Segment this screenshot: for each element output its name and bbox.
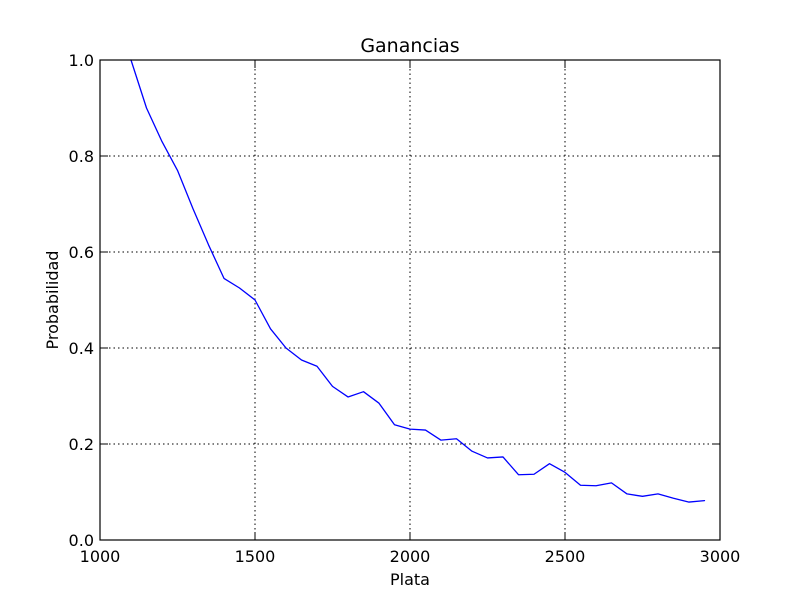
- y-tick-label: 1.0: [69, 51, 94, 70]
- axis-ticks: [99, 59, 721, 541]
- y-tick-label: 0.4: [69, 339, 94, 358]
- y-axis-tick-labels: 0.0 0.2 0.4 0.6 0.8 1.0: [69, 51, 94, 550]
- x-tick-label: 3000: [700, 547, 741, 566]
- y-tick-label: 0.0: [69, 531, 94, 550]
- series-line-0: [130, 59, 706, 503]
- chart-title: Ganancias: [360, 35, 459, 57]
- x-tick-label: 2500: [545, 547, 586, 566]
- y-axis-label: Probabilidad: [43, 251, 62, 350]
- y-tick-label: 0.2: [69, 435, 94, 454]
- x-tick-label: 2000: [390, 547, 431, 566]
- x-tick-label: 1000: [80, 547, 121, 566]
- x-axis-label: Plata: [390, 570, 430, 589]
- series-layer: [130, 59, 706, 503]
- x-axis-tick-labels: 1000 1500 2000 2500 3000: [80, 547, 741, 566]
- y-tick-label: 0.8: [69, 147, 94, 166]
- x-tick-label: 1500: [235, 547, 276, 566]
- y-tick-label: 0.6: [69, 243, 94, 262]
